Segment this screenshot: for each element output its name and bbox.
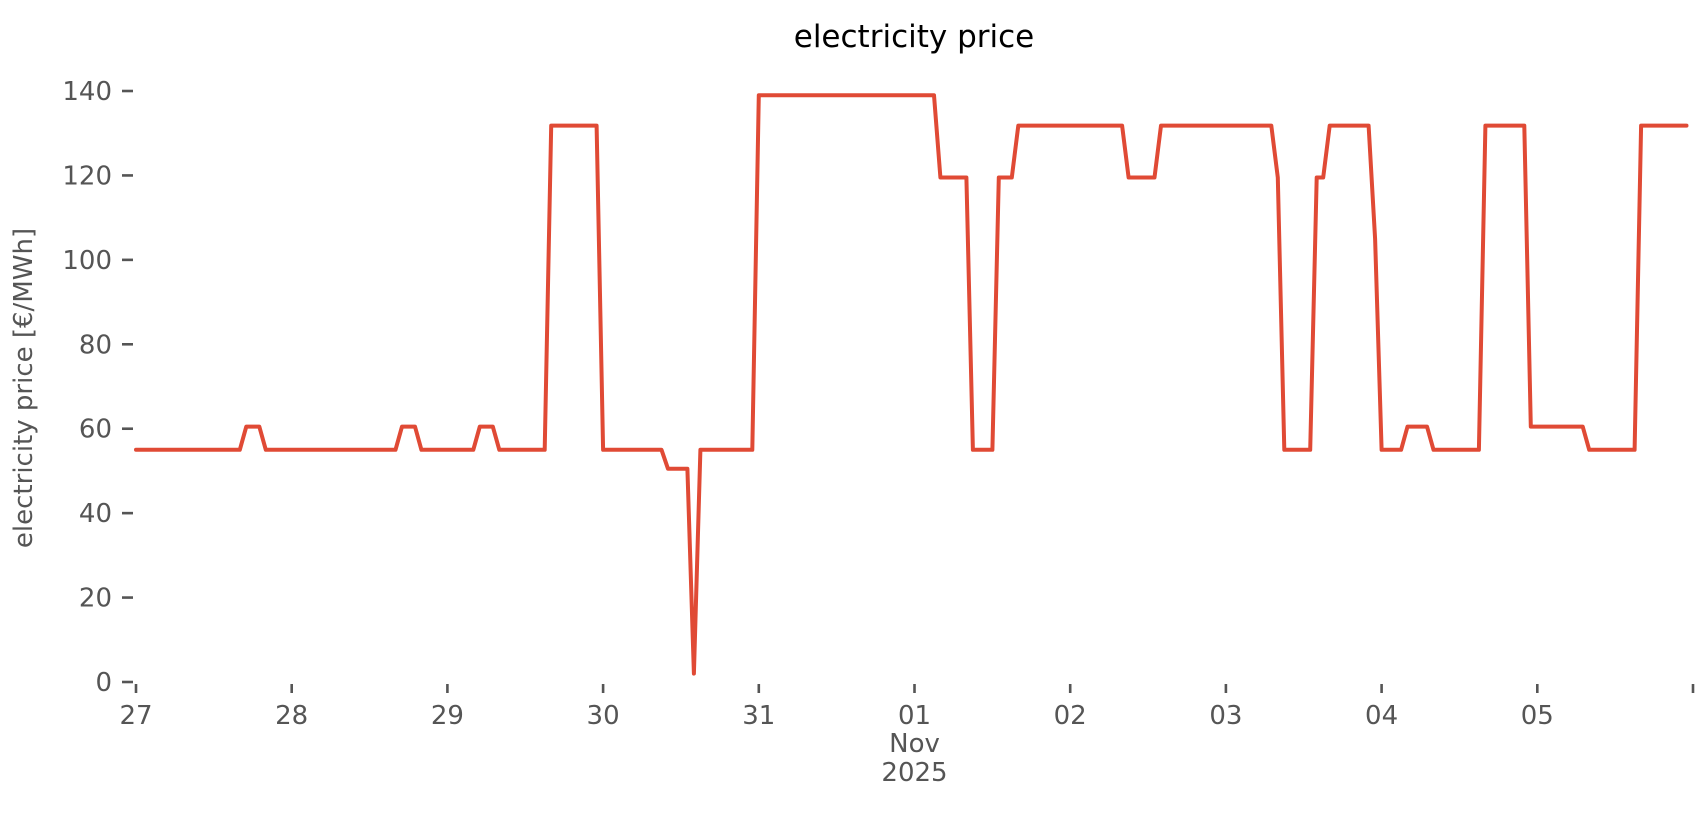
- y-axis: 0 20 40 60 80 100 120 140: [62, 77, 133, 698]
- y-tick-label: 80: [79, 330, 112, 360]
- x-tick-label: 05: [1521, 701, 1554, 731]
- x-tick-label: 04: [1365, 701, 1398, 731]
- y-tick-label: 20: [79, 584, 112, 614]
- price-line-series: [134, 93, 1689, 676]
- x-tick-label: 28: [275, 701, 308, 731]
- chart-title: electricity price: [794, 19, 1034, 55]
- x-tick-label: 03: [1209, 701, 1242, 731]
- y-tick-label: 40: [79, 499, 112, 529]
- y-tick-label: 100: [62, 246, 112, 276]
- y-tick-label: 0: [95, 668, 112, 698]
- x-tick-label: 30: [587, 701, 620, 731]
- y-tick-label: 60: [79, 415, 112, 445]
- x-tick-label: 27: [119, 701, 152, 731]
- x-tick-label: 29: [431, 701, 464, 731]
- y-tick-label: 120: [62, 161, 112, 191]
- x-axis-month-label: Nov: [889, 729, 940, 759]
- y-axis-label: electricity price [€/MWh]: [9, 228, 39, 548]
- x-axis: 27 28 29 30 31 01 02 03 04 05: [119, 684, 1695, 731]
- y-tick-label: 140: [62, 77, 112, 107]
- x-tick-label: 02: [1054, 701, 1087, 731]
- x-tick-label: 31: [742, 701, 775, 731]
- x-axis-year-label: 2025: [881, 758, 947, 788]
- x-tick-label: 01: [898, 701, 931, 731]
